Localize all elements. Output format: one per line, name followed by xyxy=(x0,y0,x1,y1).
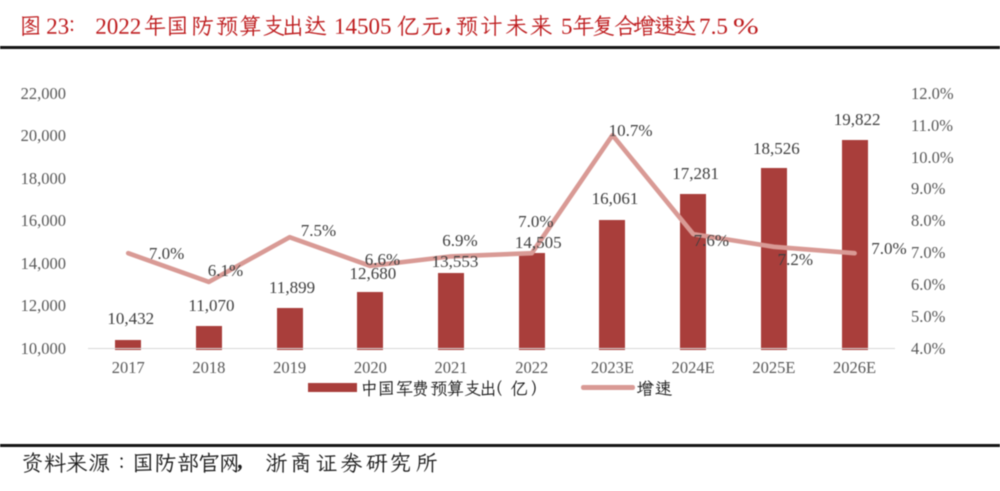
growth-line xyxy=(125,132,857,285)
bar-value-label: 19,822 xyxy=(833,110,881,130)
source-note-glyphs xyxy=(23,452,437,473)
budget-bar xyxy=(680,194,707,350)
line-legend-swatch xyxy=(581,385,635,390)
budget-bar xyxy=(195,326,222,350)
right-axis-tick-label: 5.0% xyxy=(911,306,946,326)
bar-value-label: 12,680 xyxy=(349,264,397,284)
x-axis-tick-label: 2024E xyxy=(671,357,715,377)
budget-bar xyxy=(841,140,868,350)
right-axis-tick-label: 9.0% xyxy=(911,179,946,199)
left-axis-tick-label: 10,000 xyxy=(20,338,66,358)
budget-bar xyxy=(115,339,142,350)
x-axis-tick-label: 2017 xyxy=(111,357,145,377)
bar-value-label: 10,432 xyxy=(107,309,155,329)
line-legend-label-glyphs xyxy=(636,380,672,397)
left-axis-tick-label: 22,000 xyxy=(20,83,66,103)
source-note: 资料来源： 国防部官网， 浙商证券研究所 xyxy=(20,448,460,478)
x-axis-tick-label: 2022 xyxy=(515,357,549,377)
growth-value-label: 7.5% xyxy=(300,220,337,240)
growth-value-label: 7.2% xyxy=(777,249,814,269)
right-axis-tick-label: 4.0% xyxy=(911,338,946,358)
bar-value-label: 11,899 xyxy=(269,277,316,297)
budget-bar xyxy=(518,253,545,350)
line-legend-label: 增速 xyxy=(635,377,680,401)
right-axis-tick-label: 11.0% xyxy=(911,115,954,135)
bar-value-label: 13,553 xyxy=(431,252,479,272)
right-axis-tick-label: 7.0% xyxy=(911,243,946,263)
source-divider-line xyxy=(0,444,1000,447)
budget-bar xyxy=(276,308,303,350)
left-axis-tick-label: 14,000 xyxy=(20,253,66,273)
budget-bar xyxy=(438,273,465,350)
budget-bar xyxy=(599,220,626,350)
x-axis-line xyxy=(87,348,896,350)
title-divider-line xyxy=(0,46,1000,49)
x-axis-tick-label: 2023E xyxy=(590,357,634,377)
bar-value-label: 14,505 xyxy=(514,232,562,252)
x-axis-tick-label: 2021 xyxy=(434,357,468,377)
bar-value-label: 18,526 xyxy=(753,138,800,158)
left-axis-tick-label: 16,000 xyxy=(20,211,66,231)
growth-value-label: 7.0% xyxy=(148,244,185,264)
budget-bar xyxy=(357,291,384,350)
bar-value-label: 17,281 xyxy=(672,164,720,184)
x-axis-tick-label: 2025E xyxy=(752,357,796,377)
growth-value-label: 10.7% xyxy=(608,121,653,140)
left-axis-tick-label: 18,000 xyxy=(20,168,66,188)
right-axis-tick-label: 12.0% xyxy=(911,83,954,103)
growth-value-label: 7.0% xyxy=(518,212,554,232)
growth-value-label: 6.6% xyxy=(364,250,401,270)
bar-value-label: 11,070 xyxy=(188,295,235,315)
growth-value-label: 7.6% xyxy=(693,231,730,251)
x-axis-tick-label: 2020 xyxy=(353,357,387,377)
left-axis-tick-label: 12,000 xyxy=(20,296,66,316)
right-axis-tick-label: 10.0% xyxy=(911,147,954,167)
x-axis-tick-label: 2019 xyxy=(273,357,307,377)
growth-value-label: 6.9% xyxy=(442,230,478,250)
growth-value-label: 7.0% xyxy=(871,239,907,259)
right-axis-tick-label: 8.0% xyxy=(911,211,946,231)
left-axis-tick-label: 20,000 xyxy=(20,126,66,146)
bar-legend-swatch xyxy=(307,382,357,392)
x-axis-tick-label: 2026E xyxy=(833,357,877,377)
bar-value-label: 16,061 xyxy=(591,189,639,208)
bar-legend-label: 中国军费预算支出（亿） xyxy=(360,377,555,401)
x-axis-tick-label: 2018 xyxy=(192,357,226,377)
right-axis-tick-label: 6.0% xyxy=(911,275,946,295)
growth-value-label: 6.1% xyxy=(207,261,244,280)
bar-legend-label-glyphs xyxy=(362,380,536,397)
